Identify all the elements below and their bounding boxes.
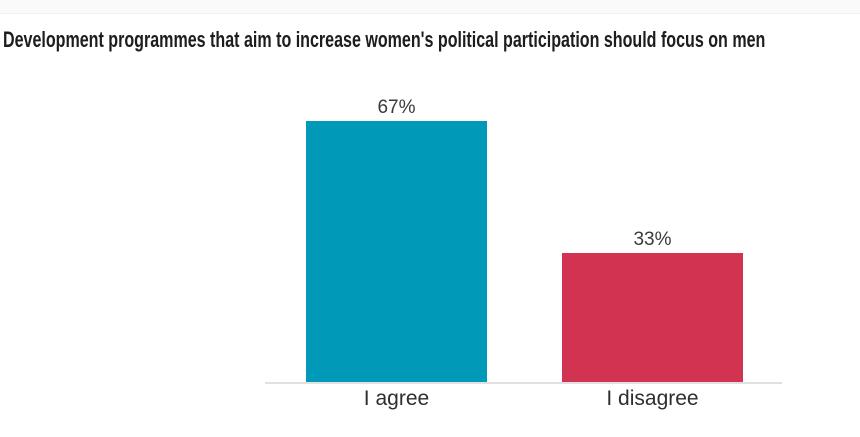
bar-disagree bbox=[562, 253, 743, 382]
bar-group-disagree: 33% bbox=[562, 230, 743, 382]
value-label-disagree: 33% bbox=[633, 229, 672, 250]
value-label-agree: 67% bbox=[377, 97, 416, 118]
category-label-agree: I agree bbox=[363, 387, 430, 410]
top-band bbox=[0, 0, 860, 14]
chart-title: Development programmes that aim to incre… bbox=[3, 27, 766, 52]
category-label-disagree: I disagree bbox=[606, 387, 699, 410]
x-axis-line bbox=[265, 382, 782, 384]
bar-group-agree: 67% bbox=[306, 98, 487, 382]
bar-agree bbox=[306, 121, 487, 382]
